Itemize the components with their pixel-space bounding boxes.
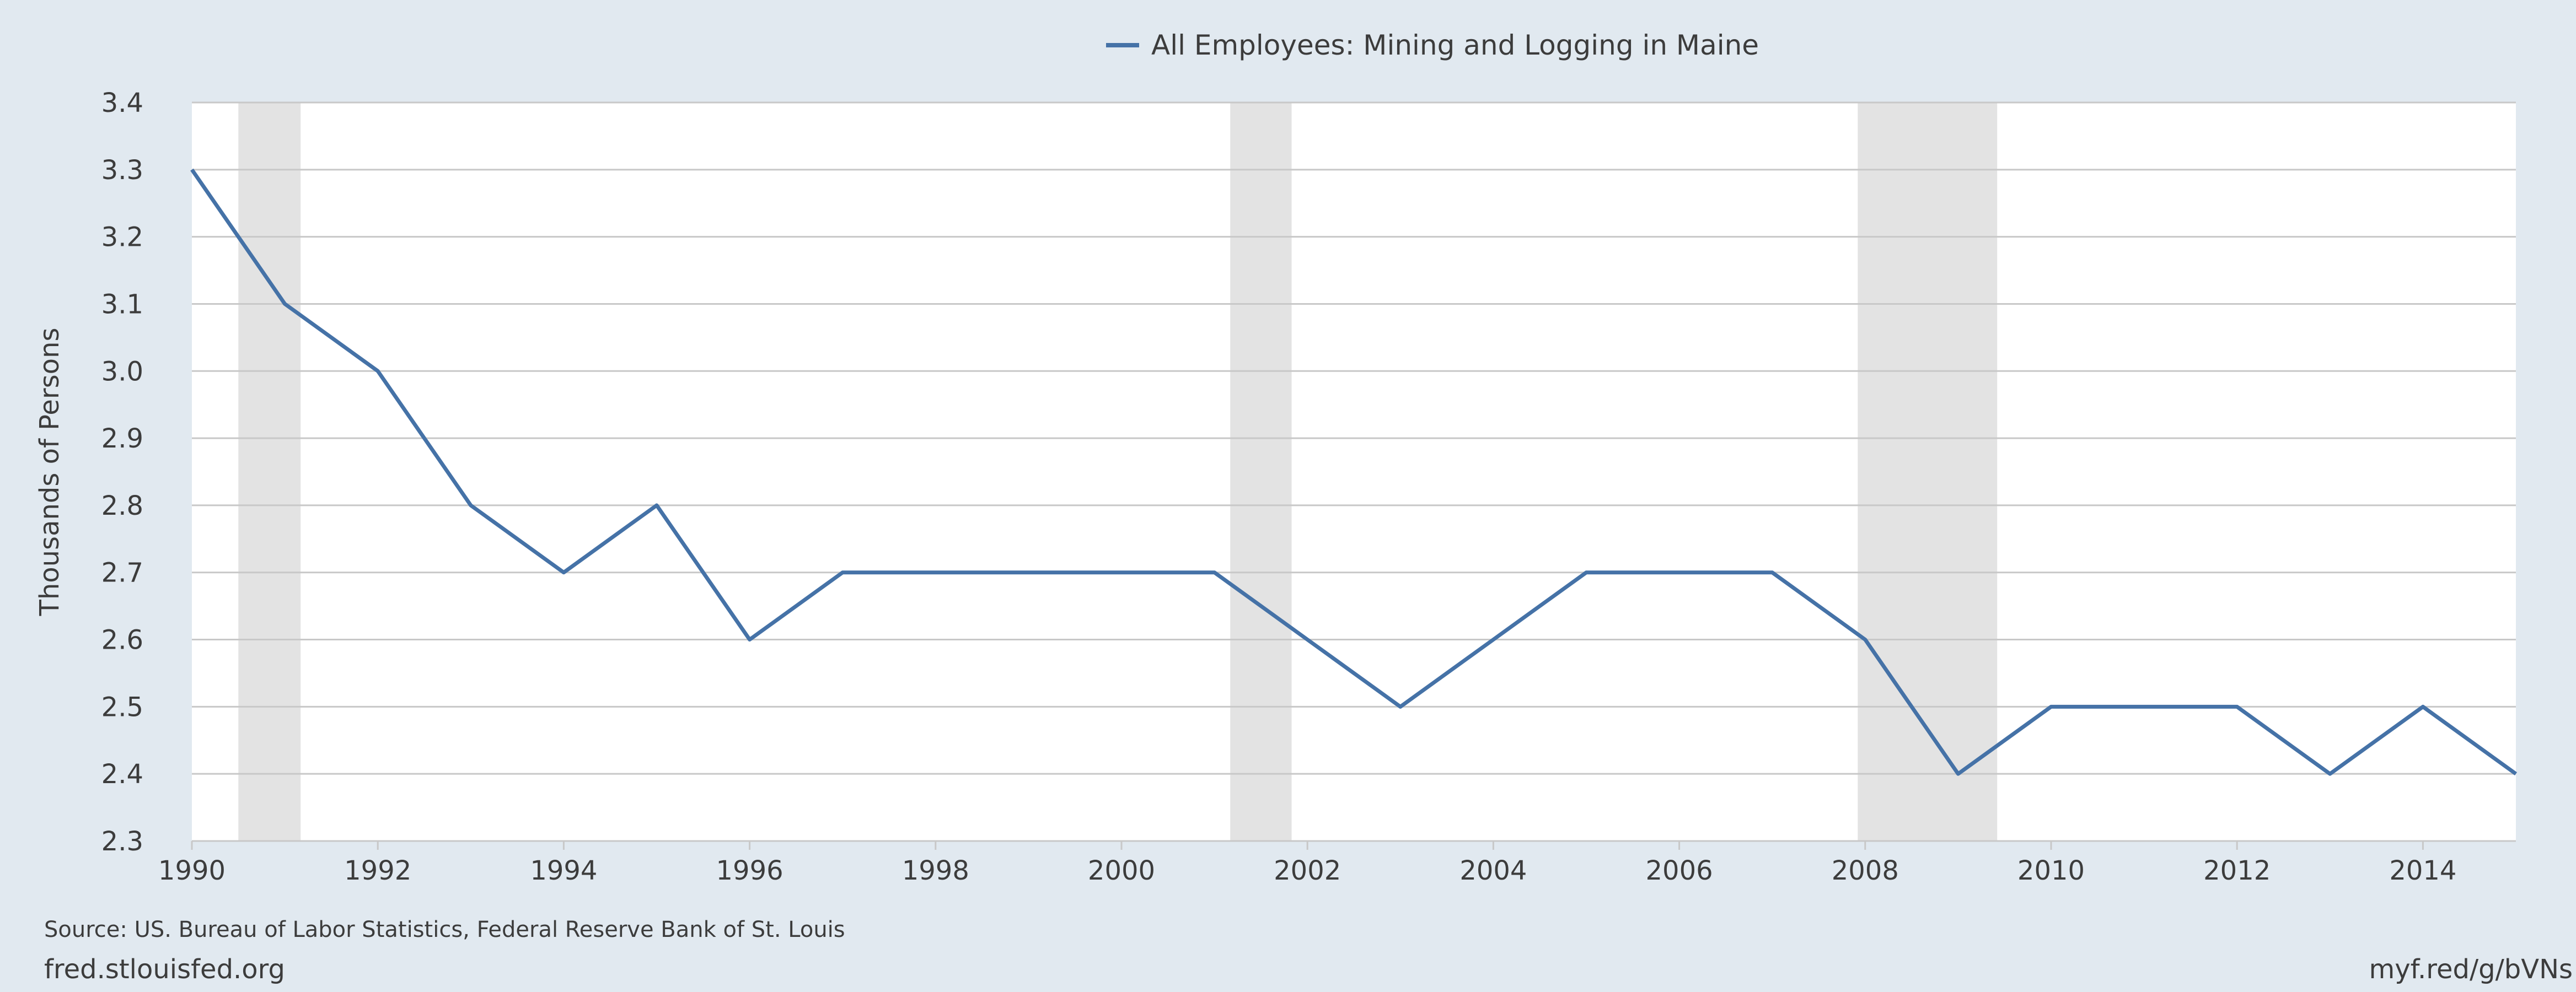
x-tick-label: 1998 bbox=[902, 855, 969, 886]
x-tick-label: 1990 bbox=[158, 855, 226, 886]
y-tick-label: 3.0 bbox=[101, 356, 143, 387]
y-tick-label: 2.4 bbox=[101, 759, 143, 790]
y-tick-label: 2.8 bbox=[101, 490, 143, 521]
x-tick-label: 2008 bbox=[1832, 855, 1899, 886]
plot-area bbox=[192, 103, 2516, 841]
short-link[interactable]: myf.red/g/bVNs bbox=[2369, 954, 2573, 985]
recession-band bbox=[1230, 103, 1292, 841]
y-tick-label: 2.6 bbox=[101, 625, 143, 656]
x-tick-label: 1994 bbox=[530, 855, 597, 886]
legend-label: All Employees: Mining and Logging in Mai… bbox=[1151, 29, 1759, 61]
y-tick-label: 3.3 bbox=[101, 155, 143, 186]
y-axis-title: Thousands of Persons bbox=[34, 328, 65, 617]
x-tick-label: 2006 bbox=[1646, 855, 1713, 886]
x-tick-label: 1992 bbox=[344, 855, 411, 886]
x-tick-label: 2014 bbox=[2389, 855, 2456, 886]
x-tick-label: 2012 bbox=[2203, 855, 2271, 886]
y-tick-label: 3.2 bbox=[101, 222, 143, 253]
x-tick-label: 1996 bbox=[716, 855, 783, 886]
y-tick-label: 2.5 bbox=[101, 692, 143, 723]
recession-band bbox=[1858, 103, 1998, 841]
y-tick-label: 2.3 bbox=[101, 826, 143, 857]
x-tick-label: 2002 bbox=[1274, 855, 1341, 886]
series-line bbox=[190, 168, 2518, 776]
x-tick-label: 2004 bbox=[1459, 855, 1527, 886]
x-tick-label: 2000 bbox=[1088, 855, 1155, 886]
y-tick-label: 2.9 bbox=[101, 423, 143, 454]
x-tick-label: 2010 bbox=[2017, 855, 2085, 886]
recession-band bbox=[238, 103, 301, 841]
site-link[interactable]: fred.stlouisfed.org bbox=[44, 954, 286, 985]
y-tick-label: 3.4 bbox=[101, 88, 143, 118]
source-note: Source: US. Bureau of Labor Statistics, … bbox=[44, 917, 845, 942]
y-tick-label: 3.1 bbox=[101, 289, 143, 320]
y-tick-label: 2.7 bbox=[101, 558, 143, 589]
